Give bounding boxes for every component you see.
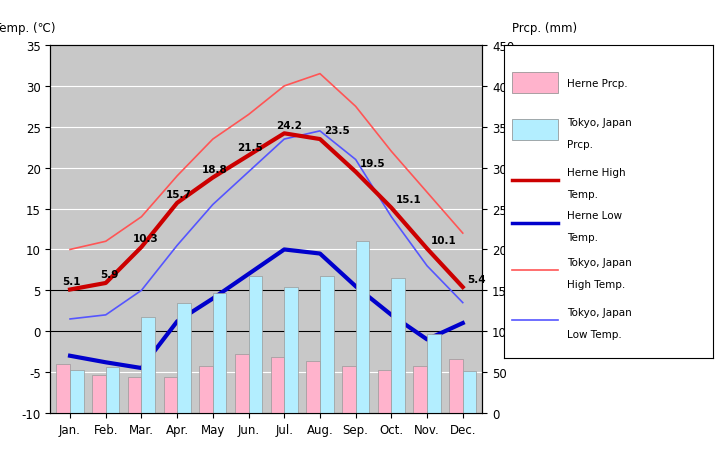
Bar [56, 364, 70, 413]
Bar [92, 375, 106, 413]
Text: Prcp. (mm): Prcp. (mm) [513, 22, 577, 35]
Bar [199, 367, 213, 413]
Bar [342, 366, 356, 413]
Text: 15.7: 15.7 [166, 190, 192, 200]
Text: 21.5: 21.5 [238, 143, 264, 152]
Bar [106, 367, 120, 413]
Text: Prcp.: Prcp. [567, 139, 593, 149]
Bar [356, 242, 369, 413]
Bar [128, 377, 141, 413]
Text: Low Temp.: Low Temp. [567, 330, 621, 340]
Text: Temp.: Temp. [567, 189, 598, 199]
Bar [463, 371, 477, 413]
Bar [70, 371, 84, 413]
FancyBboxPatch shape [513, 119, 558, 141]
Text: Herne Prcp.: Herne Prcp. [567, 78, 627, 88]
Text: 23.5: 23.5 [324, 126, 350, 136]
Text: 5.9: 5.9 [100, 270, 119, 280]
Bar [392, 279, 405, 413]
Text: 15.1: 15.1 [395, 195, 421, 205]
Bar [413, 367, 427, 413]
Text: 5.4: 5.4 [467, 274, 485, 284]
Bar [271, 358, 284, 413]
Bar [427, 335, 441, 413]
Bar [248, 276, 262, 413]
Text: Temp. (℃): Temp. (℃) [0, 22, 55, 35]
Text: Herne Low: Herne Low [567, 211, 622, 221]
Text: 5.1: 5.1 [62, 276, 80, 286]
Text: 10.1: 10.1 [431, 235, 457, 246]
Text: Temp.: Temp. [567, 233, 598, 243]
Bar [449, 359, 463, 413]
Bar [284, 287, 298, 413]
Text: 10.3: 10.3 [133, 234, 159, 244]
Bar [307, 362, 320, 413]
Bar [320, 276, 333, 413]
Text: Tokyo, Japan: Tokyo, Japan [567, 308, 631, 318]
Bar [378, 370, 392, 413]
Bar [163, 377, 177, 413]
Bar [235, 354, 248, 413]
Text: Tokyo, Japan: Tokyo, Japan [567, 258, 631, 268]
Text: High Temp.: High Temp. [567, 280, 625, 290]
Text: 18.8: 18.8 [202, 165, 228, 174]
Text: Tokyo, Japan: Tokyo, Japan [567, 118, 631, 127]
Text: 24.2: 24.2 [276, 121, 302, 130]
Bar [141, 318, 155, 413]
Text: 19.5: 19.5 [360, 159, 385, 169]
Text: Herne High: Herne High [567, 168, 625, 177]
Bar [177, 303, 191, 413]
FancyBboxPatch shape [513, 73, 558, 94]
Bar [213, 293, 226, 413]
